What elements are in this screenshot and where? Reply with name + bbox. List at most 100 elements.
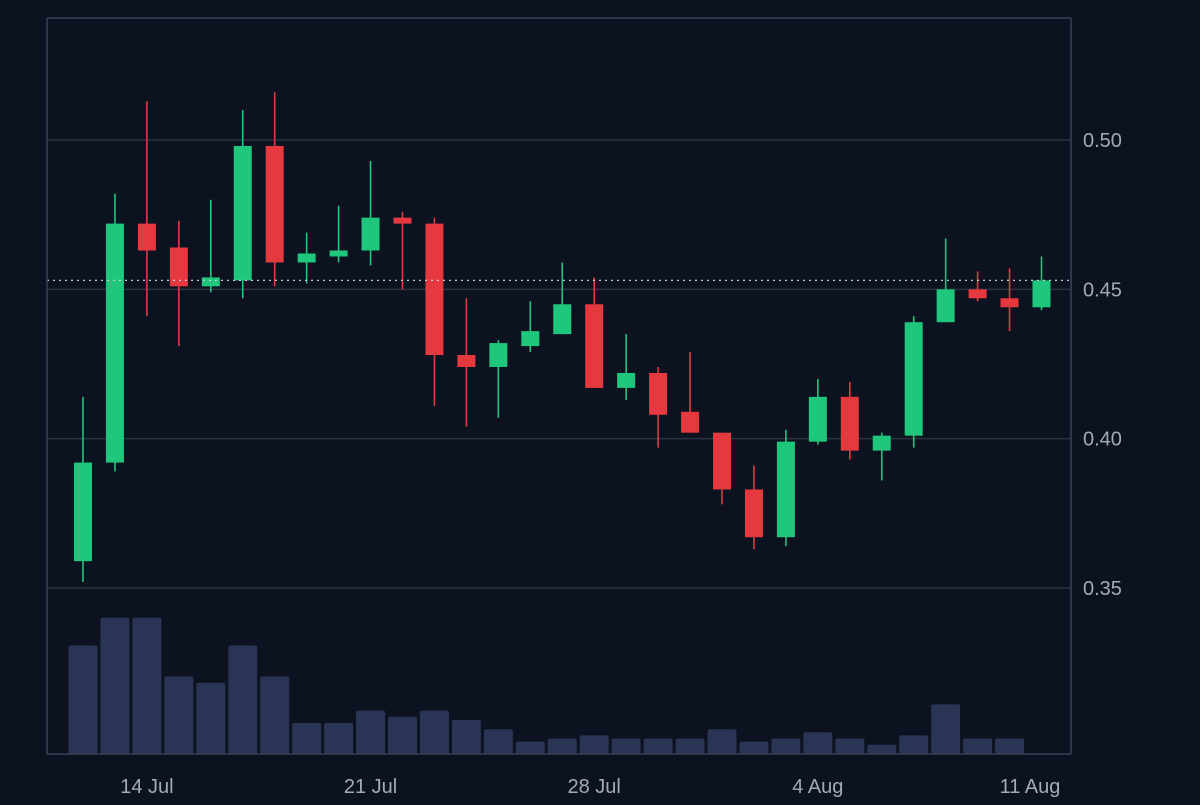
candle-down [968, 271, 987, 302]
volume-bar [771, 738, 801, 754]
volume-bars [68, 617, 1025, 754]
candle-up [1032, 256, 1051, 311]
candle-up [776, 429, 795, 547]
candle-down [744, 465, 763, 550]
candle-body [713, 432, 731, 490]
y-tick-label: 0.40 [1083, 429, 1122, 451]
chart-frame [46, 17, 1072, 755]
volume-bar [292, 723, 322, 754]
volume-bar [707, 729, 737, 754]
volume-bar [356, 710, 386, 754]
candle-body [201, 277, 220, 287]
candle-down [265, 92, 284, 287]
candle-body [265, 145, 284, 263]
volume-bar [260, 676, 290, 754]
candle-body [968, 289, 987, 299]
candle-down [425, 217, 444, 406]
candle-body [681, 411, 700, 433]
y-tick-label: 0.35 [1083, 578, 1122, 600]
candle-body [74, 462, 92, 562]
candle-body [808, 396, 827, 442]
candle-body [489, 343, 508, 367]
candle-body [169, 247, 188, 287]
candle-body [744, 489, 763, 538]
candle-up [936, 238, 955, 323]
candle-body [617, 372, 636, 388]
candle-up [553, 262, 572, 335]
candle-body [776, 441, 795, 538]
candle-down [713, 432, 731, 505]
grid-lines [47, 139, 1071, 589]
candle-down [681, 352, 700, 433]
candle-up [329, 205, 348, 263]
candle-up [489, 340, 508, 418]
x-tick-label: 28 Jul [568, 776, 621, 798]
candle-body [585, 304, 604, 388]
volume-bar [675, 738, 705, 754]
x-tick-label: 4 Aug [792, 776, 843, 798]
candle-up [904, 316, 923, 448]
candle-down [649, 366, 668, 448]
volume-bar [803, 732, 833, 754]
volume-bar [867, 744, 897, 754]
candle-up [105, 193, 124, 472]
candle-body [393, 217, 412, 224]
volume-bar [547, 738, 577, 754]
candle-body [936, 289, 955, 323]
candle-body [553, 304, 572, 335]
volume-bar [100, 617, 130, 754]
x-tick-label: 11 Aug [1000, 776, 1061, 798]
candle-down [137, 101, 156, 317]
x-tick-label: 14 Jul [120, 776, 173, 798]
candle-up [201, 199, 220, 293]
volume-bar [483, 729, 513, 754]
y-tick-label: 0.50 [1083, 130, 1122, 152]
volume-bar [515, 741, 545, 754]
volume-bar [324, 723, 354, 754]
candle-body [105, 223, 124, 463]
y-tick-label: 0.45 [1083, 279, 1122, 301]
candle-body [233, 145, 252, 281]
volume-bar [963, 738, 993, 754]
candle-up [872, 432, 891, 481]
candle-down [457, 298, 476, 427]
x-axis-ticks: 14 Jul 21 Jul 28 Jul 4 Aug 11 Aug [120, 776, 1060, 798]
volume-bar [739, 741, 769, 754]
volume-bar [643, 738, 673, 754]
volume-bar [835, 738, 865, 754]
candle-up [74, 396, 92, 583]
candle-up [617, 334, 636, 400]
volume-bar [388, 716, 417, 754]
candle-body [425, 223, 444, 356]
candle-body [457, 355, 476, 367]
candle-down [840, 381, 859, 460]
candle-body [872, 435, 891, 451]
candle-body [1032, 280, 1051, 308]
candle-up [361, 160, 380, 266]
candle-body [137, 223, 156, 251]
volume-bar [132, 617, 162, 754]
volume-bar [899, 735, 929, 754]
candle-body [904, 322, 923, 436]
candle-body [521, 331, 540, 347]
volume-bar [579, 735, 609, 754]
volume-bar [611, 738, 641, 754]
candles [74, 92, 1051, 583]
y-axis-ticks: 0.35 0.40 0.45 0.50 [1083, 130, 1122, 600]
candle-body [649, 372, 668, 415]
volume-bar [228, 645, 258, 754]
candle-body [1000, 298, 1019, 308]
candle-up [233, 110, 252, 299]
candle-down [393, 211, 412, 290]
candle-down [169, 220, 188, 347]
volume-bar [68, 645, 98, 754]
volume-bar [164, 676, 194, 754]
candle-up [521, 301, 540, 353]
x-tick-label: 21 Jul [344, 776, 397, 798]
volume-bar [419, 710, 449, 754]
candle-body [361, 217, 380, 251]
candle-down [585, 277, 604, 388]
candle-up [297, 232, 316, 284]
